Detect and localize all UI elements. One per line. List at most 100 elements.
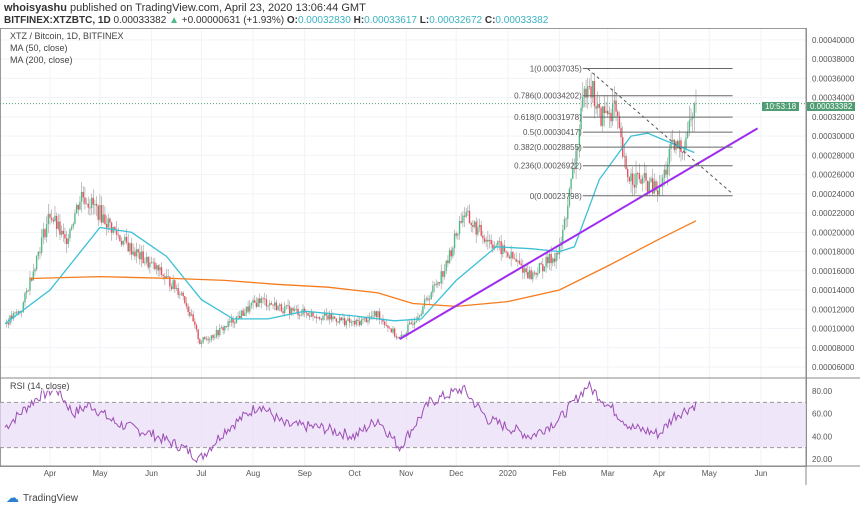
candle [472, 225, 474, 227]
candle [284, 306, 286, 314]
x-tick-label: Jun [145, 469, 158, 478]
candle [217, 330, 219, 336]
candle [533, 272, 536, 274]
candle [402, 334, 404, 336]
y-tick-label: 0.00008000 [812, 344, 855, 353]
candle [85, 203, 88, 205]
candle [473, 221, 476, 227]
candle [144, 262, 146, 264]
candle [370, 316, 372, 318]
candle [250, 302, 253, 306]
candle [545, 256, 547, 267]
candle [80, 191, 83, 202]
y-tick-label: 0.00028000 [812, 151, 855, 160]
candle [34, 269, 36, 272]
candle [37, 251, 39, 256]
candle [244, 312, 246, 316]
candle [187, 306, 189, 312]
candle [460, 221, 462, 223]
candle [137, 249, 139, 253]
candle [130, 243, 133, 255]
candle [95, 203, 98, 206]
candle [320, 319, 323, 320]
candle [205, 338, 208, 340]
candle [74, 213, 76, 224]
candle [527, 272, 529, 279]
candle [538, 263, 541, 274]
candle [493, 245, 496, 249]
candle [686, 131, 689, 138]
candle [323, 312, 326, 317]
candle [463, 215, 466, 217]
candle [470, 223, 472, 226]
descending-trendline [587, 68, 733, 195]
candle [415, 320, 417, 323]
candle [67, 238, 69, 244]
candle [661, 177, 664, 187]
candle [135, 249, 138, 257]
candle [338, 317, 341, 323]
candle [585, 88, 587, 98]
candle [495, 245, 497, 247]
candle [467, 210, 469, 212]
candle [507, 252, 509, 257]
candle [328, 313, 331, 320]
candle [332, 316, 334, 320]
candle [583, 88, 586, 98]
candle [60, 230, 63, 235]
author[interactable]: whoisyashu [4, 2, 67, 14]
x-tick-label: Jun [754, 469, 767, 478]
candle [372, 315, 374, 317]
candle [632, 173, 634, 185]
candle [540, 263, 542, 265]
candle [603, 106, 606, 114]
candle [180, 292, 183, 295]
candle [653, 181, 656, 194]
candle [157, 265, 159, 271]
candle [641, 177, 644, 184]
candle [363, 317, 366, 319]
candle [167, 276, 169, 277]
tradingview-logo[interactable]: ☁ TradingView [6, 490, 78, 506]
candle [588, 86, 591, 88]
brand-name: TradingView [23, 492, 79, 504]
candle [605, 110, 607, 114]
candle [5, 322, 8, 324]
candle [651, 178, 654, 194]
candle [343, 318, 346, 326]
fib-level-label: 0.786(0.00034202) [514, 92, 582, 101]
candle [413, 322, 416, 325]
candle [65, 238, 68, 244]
candle [257, 298, 259, 307]
candle [124, 236, 126, 241]
candle [468, 210, 471, 224]
candle [375, 311, 377, 317]
candle [155, 265, 158, 270]
candle [613, 100, 616, 104]
candle [562, 229, 564, 242]
candle [175, 287, 178, 289]
candle [438, 282, 441, 284]
ma200-legend[interactable]: MA (200, close) [10, 55, 73, 65]
candle [79, 201, 81, 210]
high-value: 0.00033617 [364, 15, 417, 26]
candle [646, 180, 649, 193]
candle [450, 250, 452, 257]
candle [572, 168, 574, 179]
candle [277, 305, 279, 311]
candle [162, 274, 164, 277]
y-tick-label: 0.00018000 [812, 248, 855, 257]
candle [109, 218, 111, 223]
candle [179, 294, 181, 296]
ma50-legend[interactable]: MA (50, close) [10, 43, 68, 53]
candle [29, 277, 31, 291]
candle [240, 310, 243, 319]
y-tick-label: 0.00020000 [812, 228, 855, 237]
candle [47, 214, 49, 224]
candle [159, 267, 161, 271]
rsi-legend[interactable]: RSI (14, close) [10, 381, 70, 391]
candle [150, 262, 153, 264]
candle [127, 242, 129, 252]
candle [92, 197, 94, 205]
